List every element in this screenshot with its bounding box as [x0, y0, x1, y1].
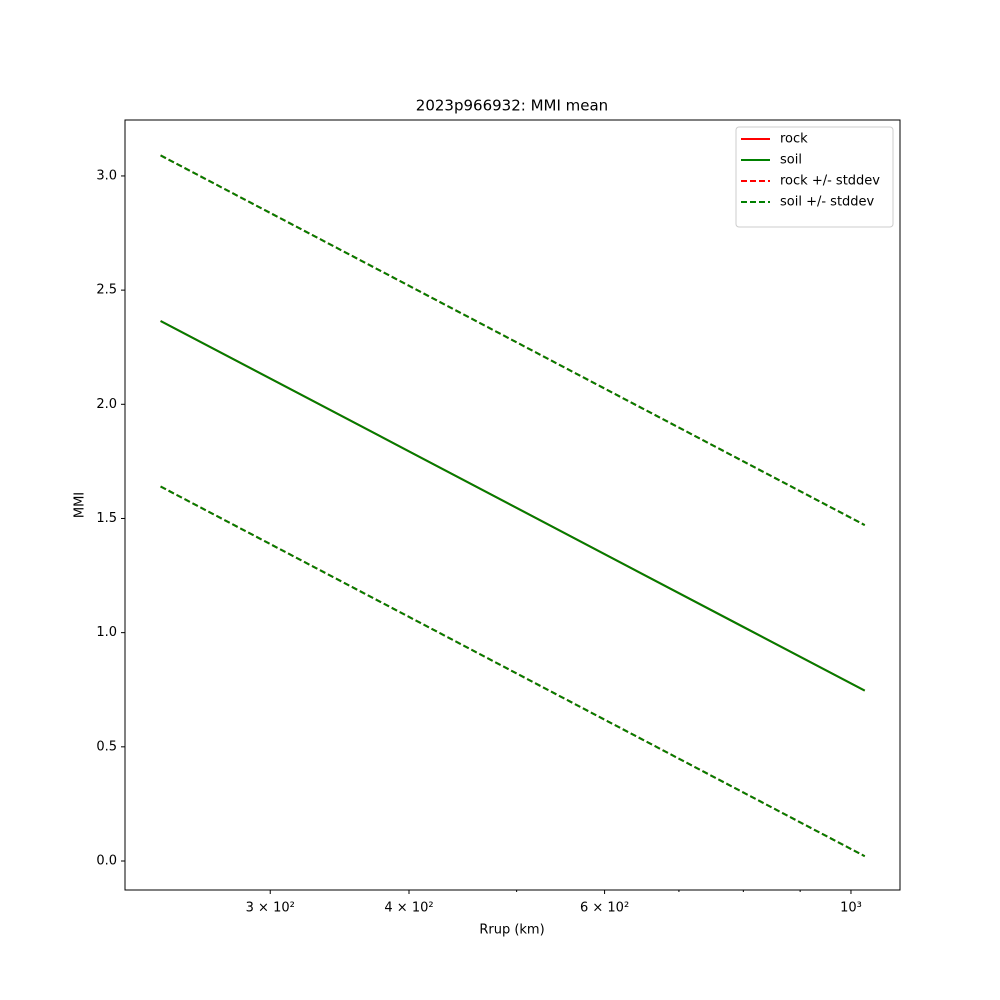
y-tick-label: 2.5: [96, 283, 117, 298]
x-tick-label: 6 × 10²: [580, 901, 629, 916]
legend-label: soil: [780, 153, 802, 168]
y-tick-label: 1.0: [96, 625, 117, 640]
y-tick-label: 3.0: [96, 168, 117, 183]
series-line: [160, 485, 866, 858]
series-line: [160, 320, 866, 692]
legend-label: soil +/- stddev: [780, 195, 875, 210]
plot-frame: [124, 119, 901, 891]
x-axis-label: Rrup (km): [479, 923, 544, 938]
y-tick-label: 0.5: [96, 739, 117, 754]
y-tick-label: 2.0: [96, 397, 117, 412]
chart-title: 2023p966932: MMI mean: [416, 97, 608, 115]
x-tick-label: 4 × 10²: [384, 901, 433, 916]
legend-label: rock +/- stddev: [780, 174, 880, 189]
x-tick-label: 3 × 10²: [246, 901, 295, 916]
y-tick-label: 0.0: [96, 853, 117, 868]
legend-box: [735, 126, 894, 228]
series-line: [160, 154, 866, 526]
x-tick-label: 10³: [840, 901, 862, 916]
y-tick-label: 1.5: [96, 511, 117, 526]
y-axis-label: MMI: [73, 492, 88, 518]
legend-label: rock: [780, 132, 808, 147]
